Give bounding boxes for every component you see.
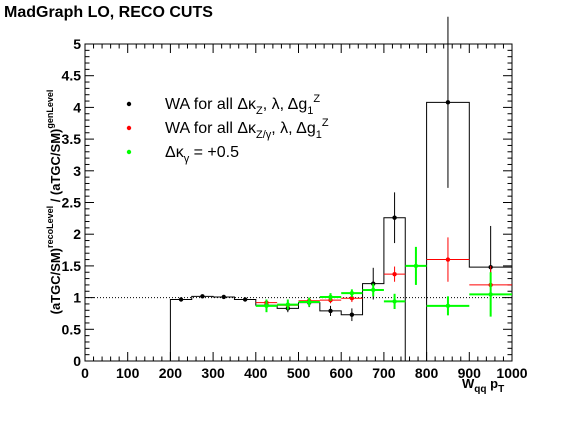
legend-label: WA for all ΔκZ, λ, Δg1Z — [165, 93, 320, 117]
y-tick-label: 3.5 — [62, 131, 82, 147]
series-0-point — [392, 192, 397, 244]
series-2-point — [362, 283, 384, 297]
series-0-point — [242, 297, 248, 302]
x-tick-label: 600 — [330, 365, 354, 381]
data-point — [328, 294, 333, 300]
y-tick-label: 2.5 — [62, 195, 82, 211]
series-1-point — [392, 266, 397, 282]
data-point — [242, 297, 248, 302]
series-0-point — [349, 308, 355, 322]
series-2-point — [277, 299, 299, 310]
x-tick-label: 400 — [244, 365, 268, 381]
legend-marker — [126, 125, 132, 131]
data-point — [264, 303, 269, 309]
y-tick-label: 1 — [73, 290, 81, 306]
y-tick-label: 0 — [73, 353, 81, 369]
series-2-point — [341, 289, 363, 297]
data-point — [392, 215, 397, 220]
x-tick-label: 800 — [415, 365, 439, 381]
legend-entry-1: WA for all ΔκZ/γ, λ, Δg1Z — [126, 117, 329, 141]
x-tick-label: 100 — [116, 365, 140, 381]
data-point — [221, 294, 226, 300]
x-tick-label: 1000 — [496, 365, 527, 381]
series-0-point — [200, 294, 205, 299]
series-2-point — [469, 272, 512, 317]
data-point — [392, 299, 397, 304]
legend-marker — [126, 101, 132, 107]
data-point — [445, 100, 451, 105]
x-tick-label: 900 — [458, 365, 482, 381]
y-tick-label: 4.5 — [62, 68, 82, 84]
x-tick-label: 500 — [287, 365, 311, 381]
data-point — [445, 257, 451, 262]
data-point — [371, 287, 376, 293]
series-0-point — [328, 305, 333, 316]
data-point — [200, 294, 205, 299]
chart-title: MadGraph LO, RECO CUTS — [4, 4, 213, 21]
y-tick-label: 5 — [73, 36, 81, 52]
series-2-point — [319, 293, 342, 301]
data-point — [349, 296, 355, 301]
series-2-point — [255, 299, 278, 313]
data-point — [306, 299, 312, 305]
x-tick-label: 200 — [159, 365, 183, 381]
y-axis-label: (aTGC/SM)recoLevel / (aTGC/SM)genLevel — [45, 90, 63, 315]
series-2-point — [405, 246, 427, 285]
series-0-point — [445, 16, 451, 188]
legend-label: WA for all ΔκZ/γ, λ, Δg1Z — [165, 117, 329, 141]
series-2-point — [426, 296, 470, 316]
series-black-hist — [169, 101, 513, 361]
data-point — [371, 281, 376, 286]
y-tick-label: 2 — [73, 226, 81, 242]
x-tick-label: 0 — [81, 365, 89, 381]
legend-marker — [126, 149, 132, 155]
series-0-point — [178, 297, 184, 302]
x-tick-label: 700 — [372, 365, 396, 381]
data-point — [445, 303, 451, 309]
series-2-point — [298, 297, 320, 307]
series-1-point — [445, 237, 451, 282]
data-point — [413, 263, 419, 269]
data-point — [328, 308, 333, 314]
y-tick-label: 1.5 — [62, 258, 82, 274]
x-axis-label: Wqq pT — [462, 376, 504, 395]
data-point — [349, 290, 355, 296]
data-point — [392, 271, 397, 277]
data-point — [488, 292, 493, 297]
series-0-point — [221, 294, 226, 300]
data-point — [285, 302, 291, 307]
y-tick-label: 0.5 — [62, 321, 82, 337]
y-tick-label: 3 — [73, 163, 81, 179]
legend-entry-0: WA for all ΔκZ, λ, Δg1Z — [126, 93, 320, 117]
legend-entry-2: Δκγ = +0.5 — [126, 144, 239, 165]
legend-label: Δκγ = +0.5 — [165, 144, 239, 165]
y-tick-label: 4 — [73, 99, 81, 115]
series-2-point — [383, 293, 406, 310]
x-tick-label: 300 — [201, 365, 225, 381]
data-point — [178, 297, 184, 302]
data-point — [349, 312, 355, 317]
